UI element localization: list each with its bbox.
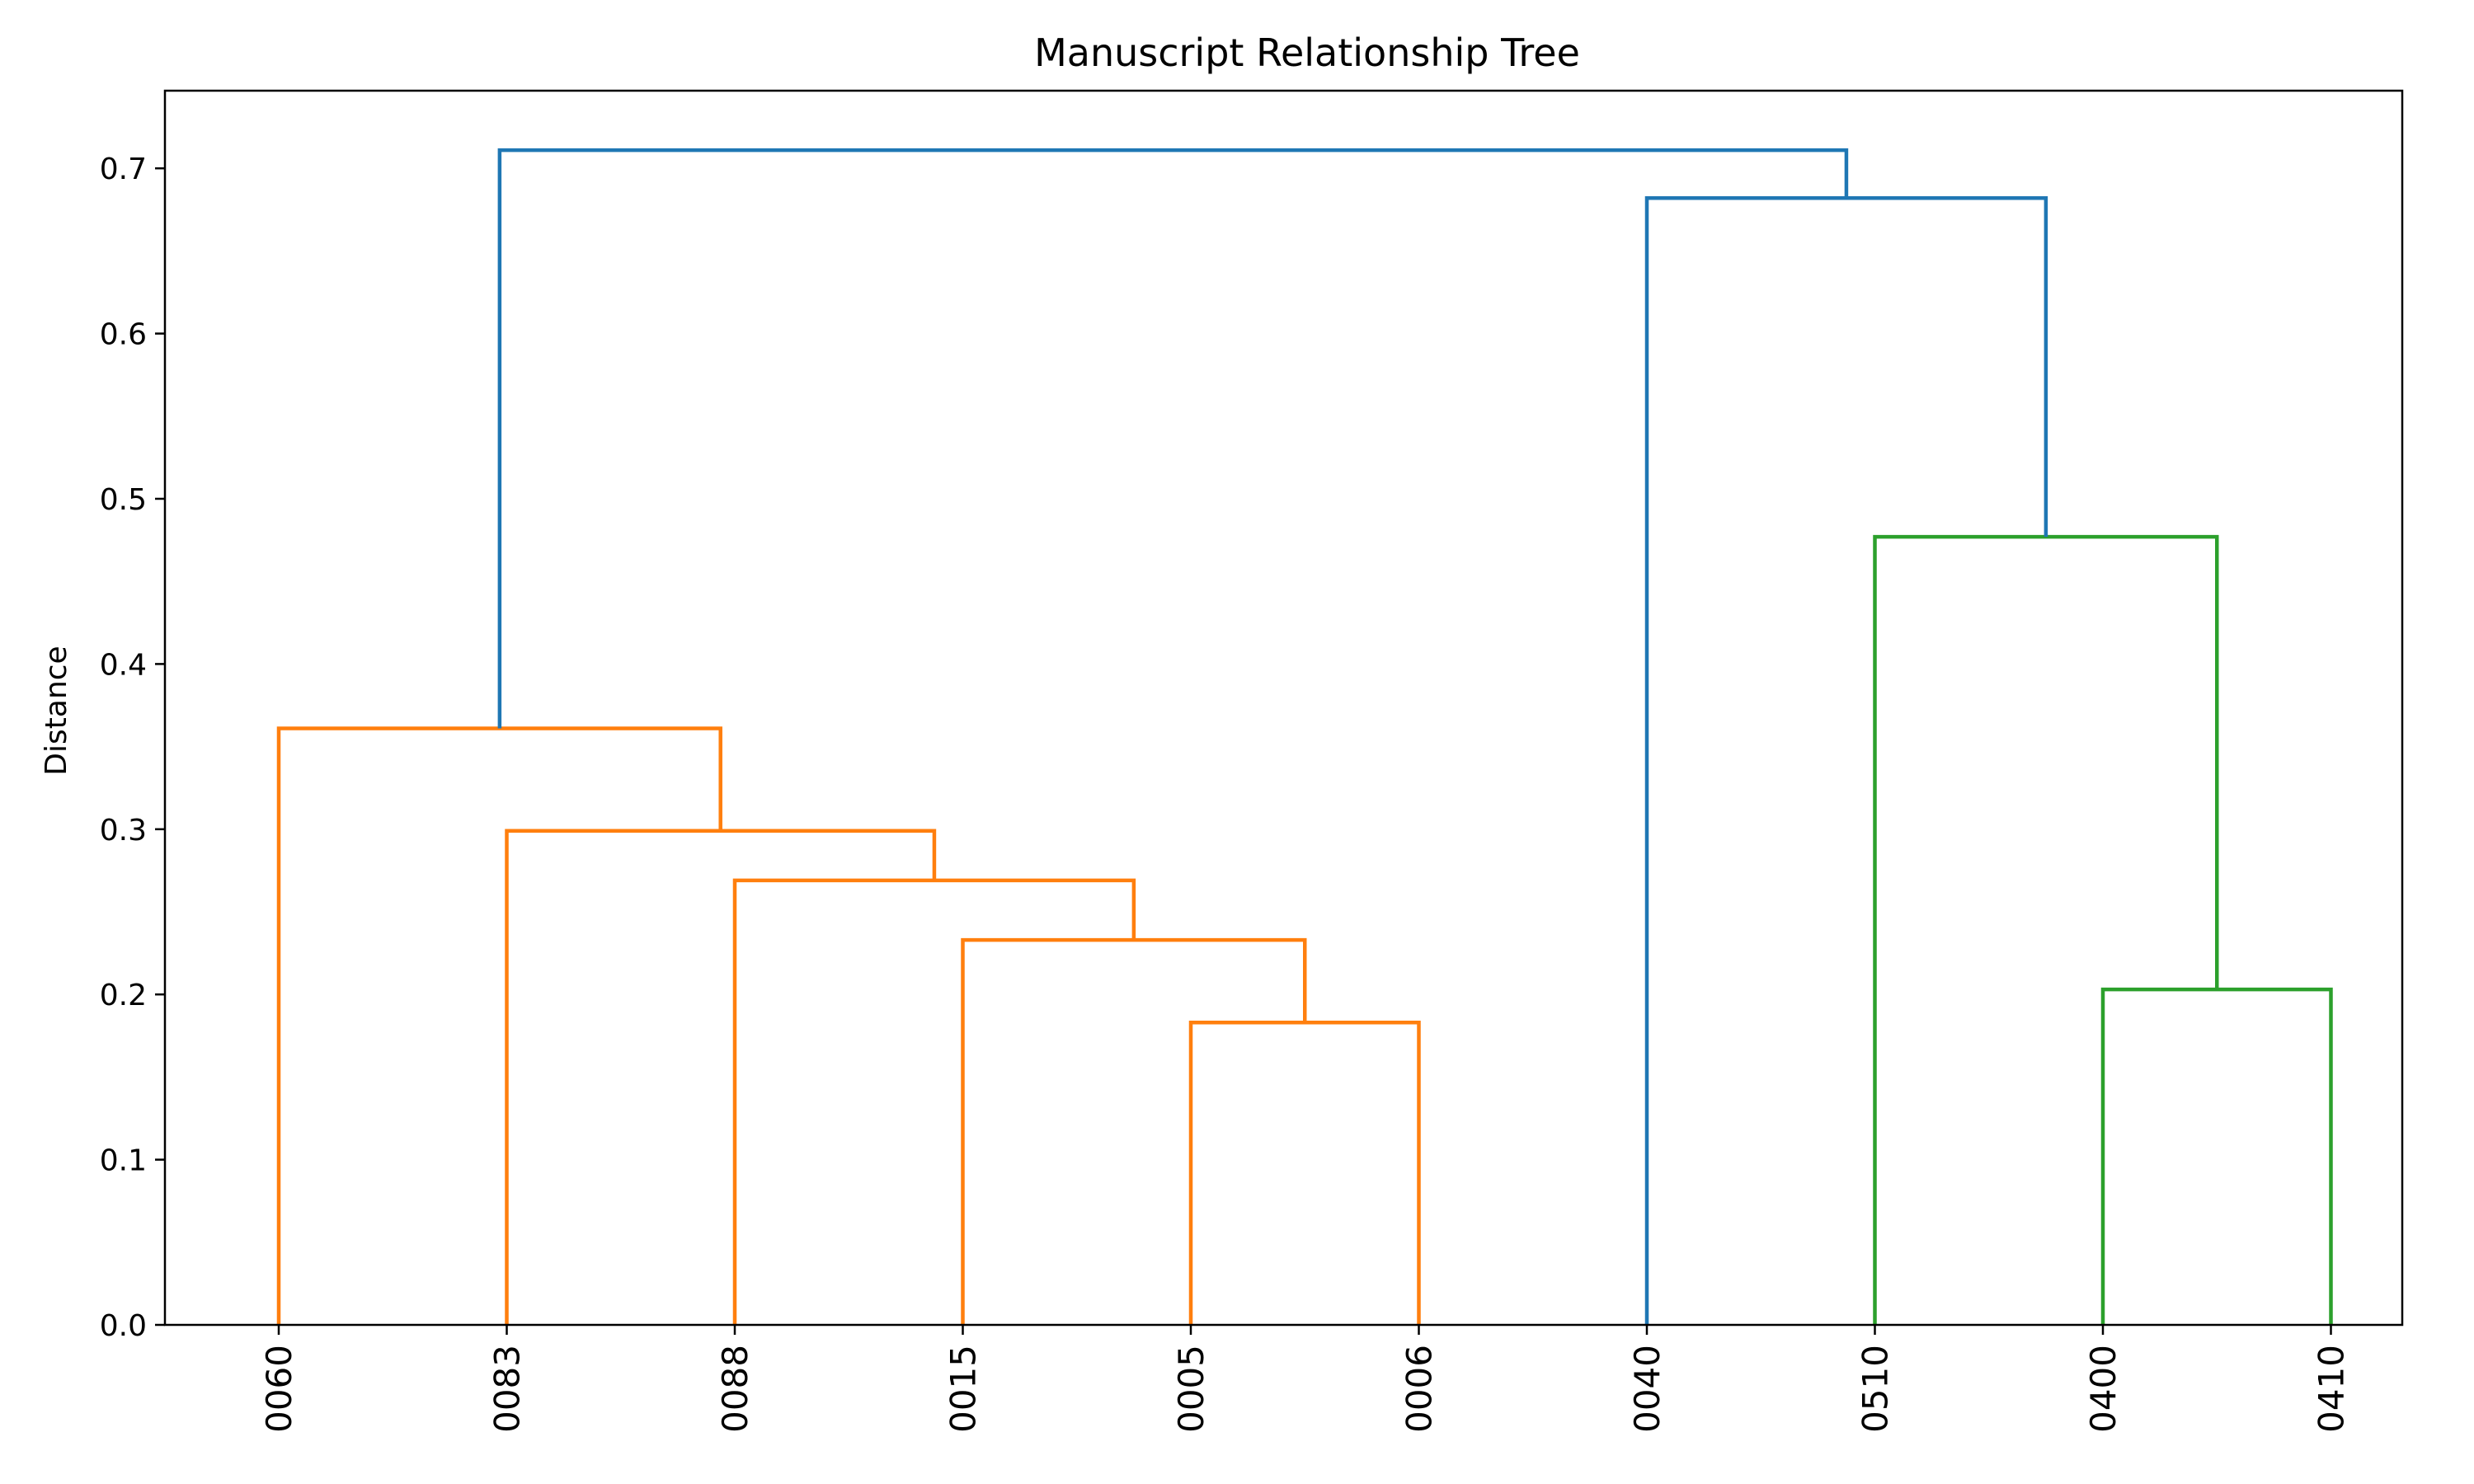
y-tick-label: 0.6 bbox=[100, 318, 147, 352]
y-tick-label: 0.7 bbox=[100, 153, 147, 186]
x-tick-label: 0015 bbox=[943, 1345, 984, 1433]
dendrogram-links bbox=[276, 148, 2333, 1325]
y-tick-label: 0.2 bbox=[100, 979, 147, 1012]
dendrogram-link bbox=[505, 829, 937, 1325]
x-tick-label: 0510 bbox=[1856, 1345, 1896, 1433]
y-axis-ticks: 0.0 0.1 0.2 0.3 0.4 0.5 0.6 0.7 bbox=[100, 153, 165, 1343]
y-tick-label: 0.4 bbox=[100, 648, 147, 682]
y-tick-label: 0.0 bbox=[100, 1309, 147, 1343]
x-tick-label: 0006 bbox=[1399, 1345, 1440, 1433]
x-tick-label: 0060 bbox=[259, 1345, 299, 1433]
plot-area-frame bbox=[163, 89, 2404, 1327]
x-tick-label: 0088 bbox=[715, 1345, 755, 1433]
chart-title: Manuscript Relationship Tree bbox=[1034, 31, 1580, 75]
x-tick-label: 0083 bbox=[487, 1345, 528, 1433]
dendrogram-link bbox=[732, 878, 1136, 1325]
x-tick-label: 0005 bbox=[1171, 1345, 1211, 1433]
dendrogram-link bbox=[497, 148, 1849, 729]
x-axis-ticks: 0060 0083 0088 0015 0005 0006 0040 0510 0400 0410 bbox=[259, 1325, 2352, 1433]
y-tick-label: 0.1 bbox=[100, 1144, 147, 1178]
y-tick-label: 0.5 bbox=[100, 483, 147, 517]
x-tick-label: 0400 bbox=[2083, 1345, 2124, 1433]
x-tick-label: 0410 bbox=[2312, 1345, 2352, 1433]
y-tick-label: 0.3 bbox=[100, 814, 147, 848]
dendrogram-link bbox=[1188, 1021, 1421, 1325]
x-tick-label: 0040 bbox=[1627, 1345, 1667, 1433]
y-axis-label: Distance bbox=[40, 646, 73, 775]
